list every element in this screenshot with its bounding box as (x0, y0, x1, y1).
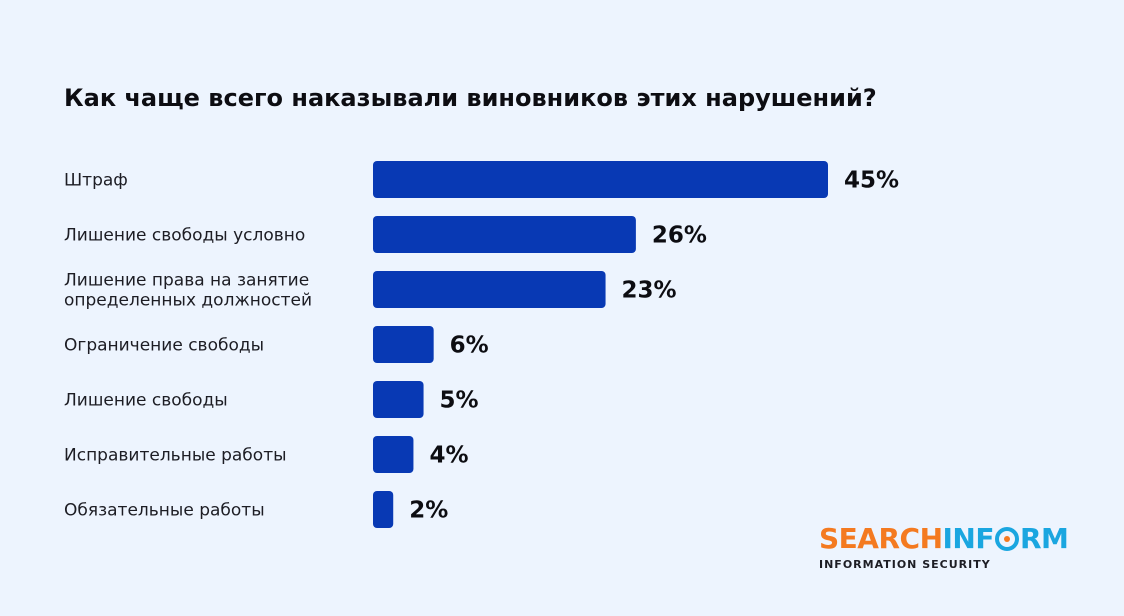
bar (373, 491, 394, 528)
category-label: Исправительные работы (64, 446, 287, 466)
category-label: Лишение свободы условно (64, 226, 305, 246)
chart-title: Как чаще всего наказывали виновников эти… (64, 84, 877, 112)
category-label: Лишение свободы (64, 391, 228, 411)
category-label: Обязательные работы (64, 501, 265, 521)
bar (373, 381, 424, 418)
logo-o-dot-icon (1004, 536, 1010, 542)
logo-tagline: INFORMATION SECURITY (819, 558, 991, 571)
value-label: 4% (429, 443, 468, 469)
searchinform-logo: SEARCHINF RM INFORMATION SECURITY (819, 524, 1069, 574)
bar (373, 436, 414, 473)
bar (373, 216, 636, 253)
value-label: 26% (652, 223, 707, 249)
value-label: 6% (450, 333, 489, 359)
value-label: 5% (440, 388, 479, 414)
bar (373, 271, 606, 308)
bar (373, 326, 434, 363)
value-label: 2% (409, 498, 448, 524)
value-label: 45% (844, 168, 899, 194)
bar (373, 161, 828, 198)
category-label: Ограничение свободы (64, 336, 264, 356)
logo-wordmark: SEARCHINF RM (819, 522, 1069, 555)
logo-o-ring-icon (995, 527, 1019, 551)
category-label: Лишение права на занятие определенных дол… (64, 271, 312, 311)
value-label: 23% (622, 278, 677, 304)
category-label: Штраф (64, 171, 128, 191)
